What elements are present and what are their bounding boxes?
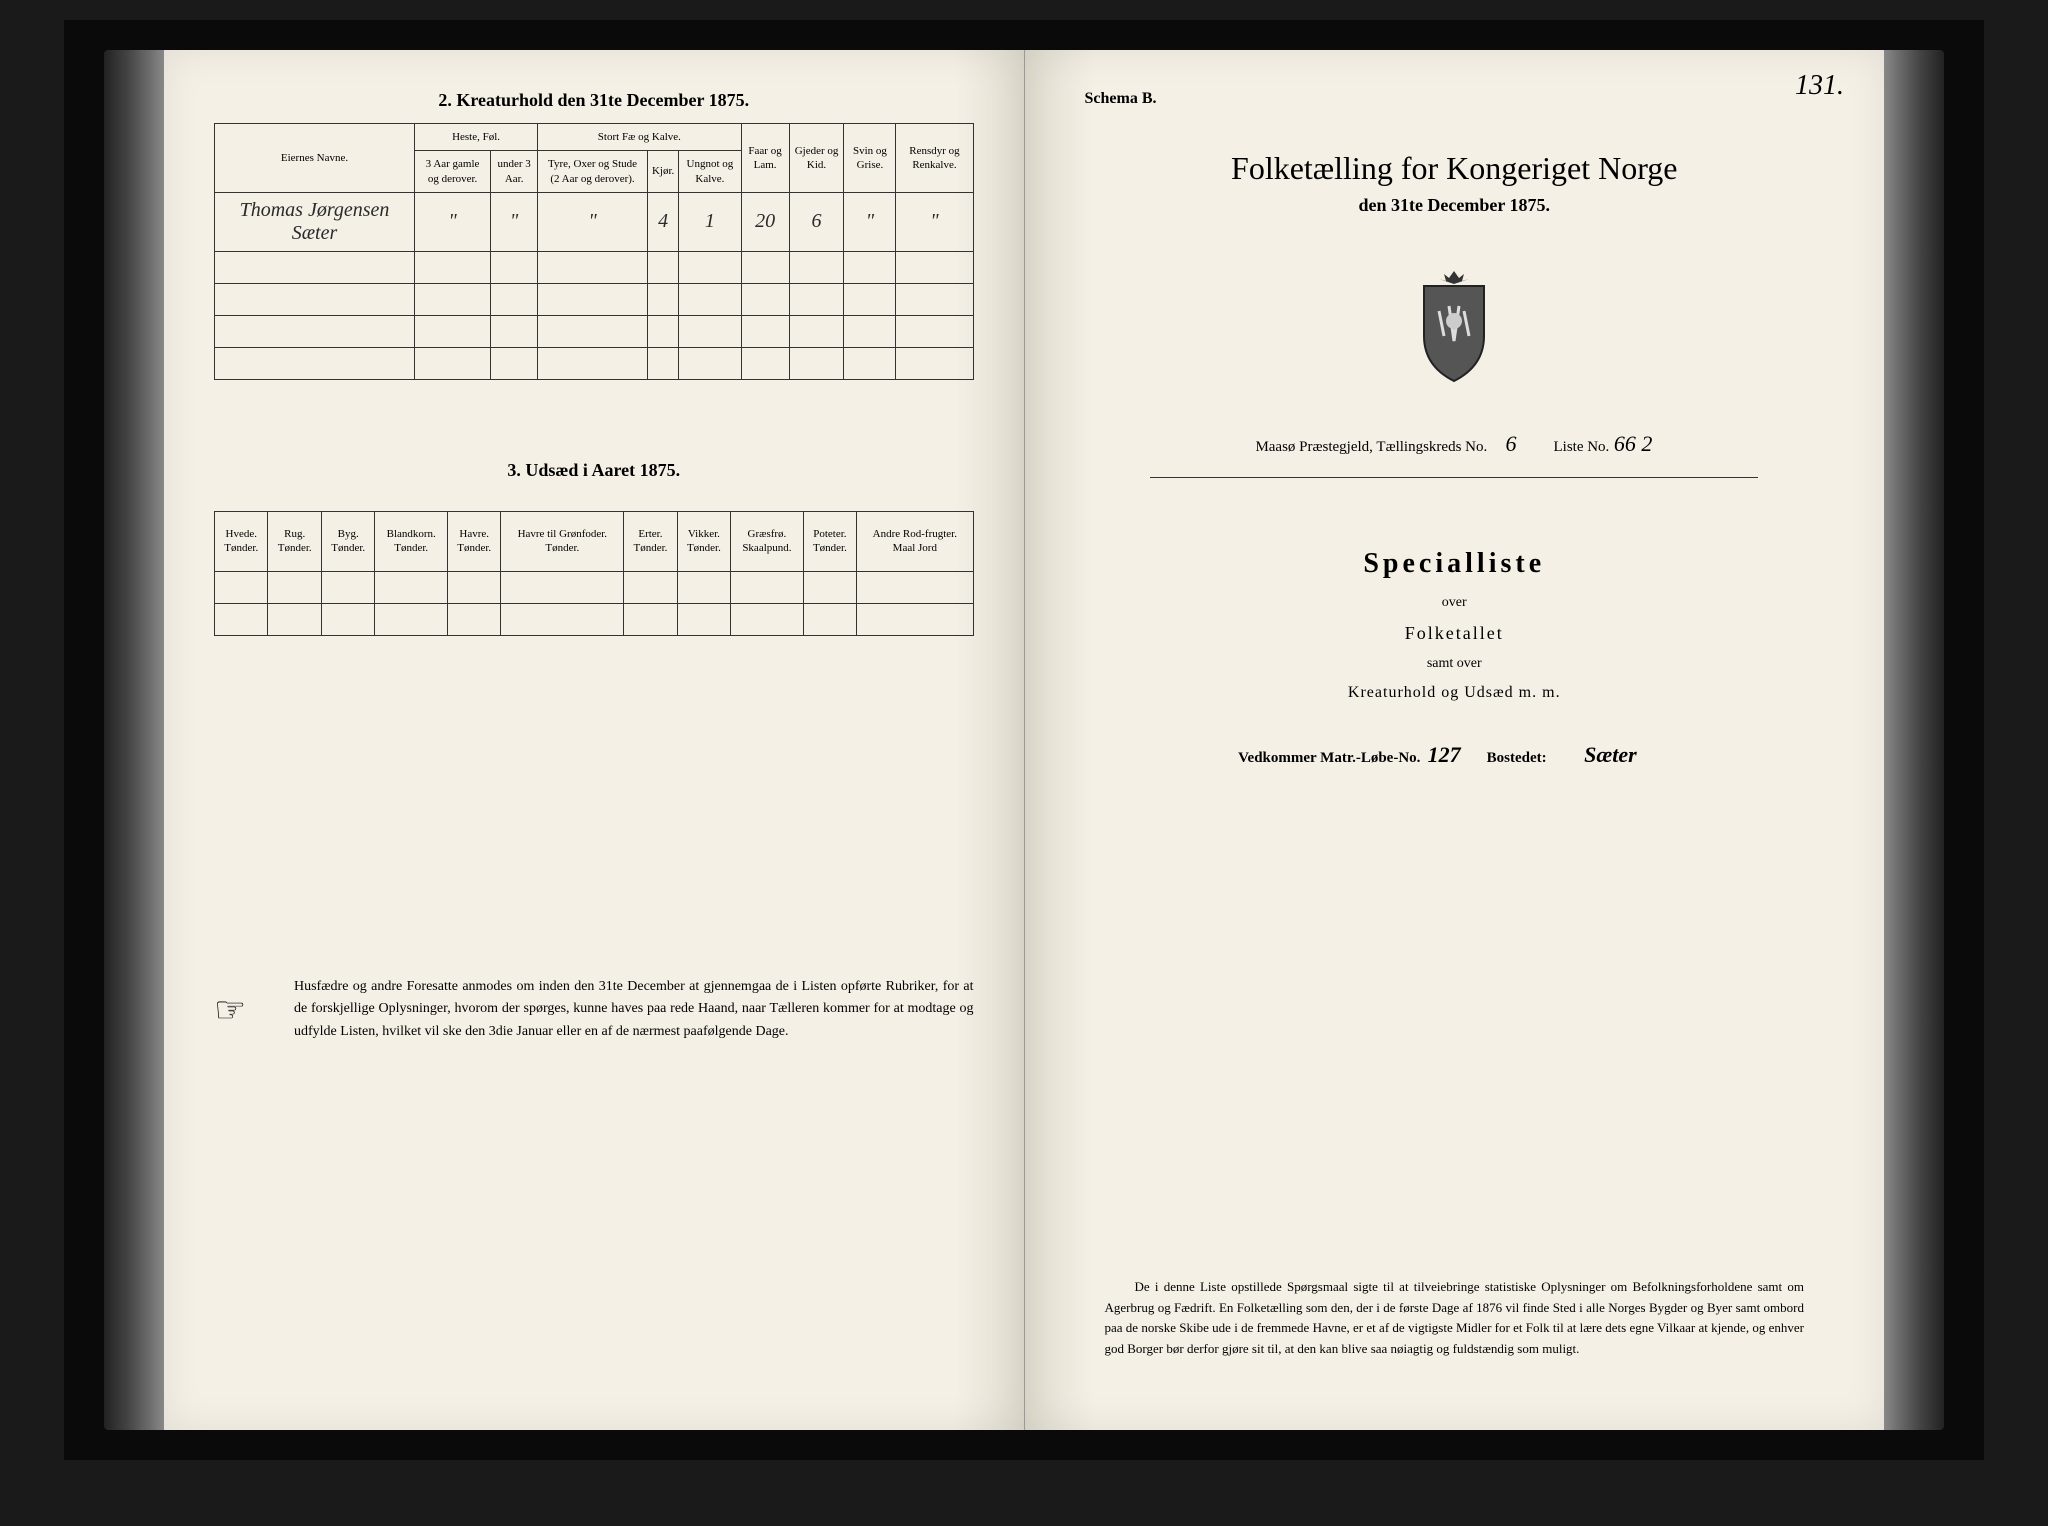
- table-row: [215, 315, 974, 347]
- col-other: Andre Rod-frugter.Maal Jord: [857, 511, 973, 571]
- cell: ": [844, 192, 896, 251]
- cell: ": [415, 192, 491, 251]
- table-row: [215, 347, 974, 379]
- samt-over: samt over: [1075, 656, 1835, 672]
- liste-number: 66 2: [1613, 431, 1653, 457]
- sowing-table: Hvede.Tønder. Rug.Tønder. Byg.Tønder. Bl…: [214, 511, 974, 636]
- census-book: 2. Kreaturhold den 31te December 1875. E…: [64, 20, 1984, 1460]
- right-page: 131. Schema B. Folketælling for Kongerig…: [1025, 50, 1885, 1430]
- col-reindeer: Rensdyr og Renkalve.: [896, 124, 973, 193]
- cell: 4: [647, 192, 678, 251]
- cell: ": [896, 192, 973, 251]
- section3-title: 3. Udsæd i Aaret 1875.: [214, 460, 974, 481]
- over-text: over: [1075, 595, 1835, 611]
- kreatur-line: Kreaturhold og Udsæd m. m.: [1075, 684, 1835, 702]
- matr-number: 127: [1424, 742, 1464, 768]
- col-sheep: Faar og Lam.: [741, 124, 789, 193]
- col-vetch: Vikker.Tønder.: [677, 511, 730, 571]
- table-row: [215, 283, 974, 315]
- cell: ": [538, 192, 648, 251]
- group-horses: Heste, Føl.: [415, 124, 538, 151]
- cell: ": [491, 192, 538, 251]
- col-peas: Erter.Tønder.: [624, 511, 677, 571]
- col-mixed: Blandkorn.Tønder.: [375, 511, 448, 571]
- col-horse-3y: 3 Aar gamle og derover.: [415, 151, 491, 193]
- col-potatoes: Poteter.Tønder.: [803, 511, 856, 571]
- col-horse-u3: under 3 Aar.: [491, 151, 538, 193]
- col-bulls: Tyre, Oxer og Stude (2 Aar og derover).: [538, 151, 648, 193]
- right-footer-text: De i denne Liste opstillede Spørgsmaal s…: [1105, 1277, 1805, 1360]
- district-prefix: Maasø Præstegjeld, Tællingskreds No.: [1255, 439, 1487, 455]
- group-cattle: Stort Fæ og Kalve.: [538, 124, 741, 151]
- livestock-table: Eiernes Navne. Heste, Føl. Stort Fæ og K…: [214, 123, 974, 380]
- col-pigs: Svin og Grise.: [844, 124, 896, 193]
- col-owner: Eiernes Navne.: [215, 124, 415, 193]
- col-grass: Græsfrø.Skaalpund.: [731, 511, 804, 571]
- book-spine-right: [1884, 50, 1944, 1430]
- left-page: 2. Kreaturhold den 31te December 1875. E…: [164, 50, 1025, 1430]
- main-title: Folketælling for Kongeriget Norge: [1075, 150, 1835, 187]
- section2-title: 2. Kreaturhold den 31te December 1875.: [214, 90, 974, 111]
- col-goats: Gjeder og Kid.: [789, 124, 844, 193]
- book-spine-left: [104, 50, 164, 1430]
- specialliste-title: Specialliste: [1075, 548, 1835, 580]
- census-date: den 31te December 1875.: [1075, 195, 1835, 216]
- coat-of-arms-icon: [1404, 266, 1504, 386]
- vedkommer-line: Vedkommer Matr.-Løbe-No. 127 Bostedet: S…: [1075, 742, 1835, 768]
- liste-label: Liste No.: [1553, 439, 1609, 455]
- bostedet-value: Sæter: [1550, 742, 1670, 768]
- title-block: Folketælling for Kongeriget Norge den 31…: [1075, 90, 1835, 768]
- kreds-number: 6: [1491, 431, 1531, 457]
- district-line: Maasø Præstegjeld, Tællingskreds No. 6 L…: [1150, 431, 1758, 478]
- cell: 6: [789, 192, 844, 251]
- cell: 20: [741, 192, 789, 251]
- table-row: Thomas Jørgensen Sæter " " " 4 1 20 6 " …: [215, 192, 974, 251]
- col-barley: Byg.Tønder.: [321, 511, 374, 571]
- col-cows: Kjør.: [647, 151, 678, 193]
- left-footer-note: ☞ Husfædre og andre Foresatte anmodes om…: [214, 976, 974, 1043]
- vedkommer-label: Vedkommer Matr.-Løbe-No.: [1238, 750, 1420, 766]
- col-calves: Ungnot og Kalve.: [679, 151, 741, 193]
- footer-text: Husfædre og andre Foresatte anmodes om i…: [294, 976, 974, 1043]
- owner-name: Thomas Jørgensen Sæter: [215, 192, 415, 251]
- bostedet-label: Bostedet:: [1487, 750, 1547, 766]
- col-wheat: Hvede.Tønder.: [215, 511, 268, 571]
- table-row: [215, 251, 974, 283]
- col-rye: Rug.Tønder.: [268, 511, 321, 571]
- pointing-hand-icon: ☞: [214, 976, 274, 1043]
- folketallet: Folketallet: [1075, 623, 1835, 644]
- table-row: [215, 603, 974, 635]
- col-oats: Havre.Tønder.: [447, 511, 500, 571]
- cell: 1: [679, 192, 741, 251]
- table-row: [215, 571, 974, 603]
- col-oats-green: Havre til Grønfoder.Tønder.: [501, 511, 624, 571]
- page-number: 131.: [1795, 70, 1844, 102]
- schema-label: Schema B.: [1085, 90, 1157, 108]
